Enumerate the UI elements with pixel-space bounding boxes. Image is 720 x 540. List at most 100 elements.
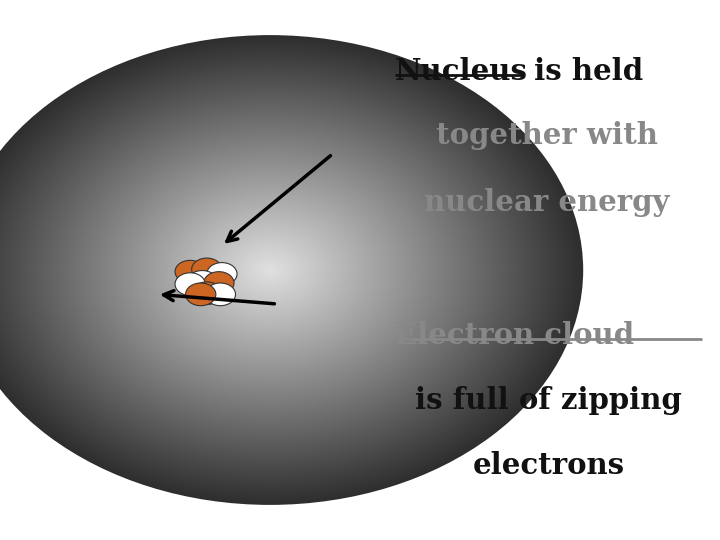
Circle shape: [209, 224, 331, 316]
Circle shape: [21, 83, 519, 457]
Circle shape: [0, 48, 567, 492]
Circle shape: [168, 194, 372, 346]
Circle shape: [67, 118, 473, 422]
Circle shape: [248, 253, 292, 287]
Circle shape: [205, 283, 235, 306]
Circle shape: [16, 79, 524, 461]
Circle shape: [71, 120, 469, 420]
Circle shape: [138, 171, 402, 369]
Circle shape: [47, 103, 493, 437]
Circle shape: [140, 172, 400, 368]
Circle shape: [245, 251, 295, 289]
Circle shape: [60, 113, 480, 427]
Circle shape: [182, 204, 358, 336]
Circle shape: [195, 214, 345, 326]
Circle shape: [120, 157, 420, 383]
Circle shape: [190, 210, 350, 330]
Circle shape: [166, 192, 374, 348]
Circle shape: [8, 73, 532, 467]
Circle shape: [0, 60, 549, 480]
Circle shape: [28, 89, 512, 451]
Circle shape: [94, 138, 446, 402]
Circle shape: [204, 272, 234, 294]
Circle shape: [104, 146, 436, 394]
Circle shape: [191, 211, 349, 329]
Circle shape: [0, 56, 556, 484]
Circle shape: [141, 173, 399, 367]
Circle shape: [219, 232, 321, 308]
Circle shape: [19, 82, 521, 458]
Circle shape: [0, 37, 581, 503]
Circle shape: [0, 62, 547, 478]
Circle shape: [0, 52, 561, 488]
Circle shape: [235, 244, 305, 296]
Circle shape: [0, 40, 576, 500]
Circle shape: [155, 184, 385, 356]
Circle shape: [206, 222, 334, 318]
Circle shape: [221, 233, 319, 307]
Text: is full of zipping: is full of zipping: [415, 386, 682, 415]
Circle shape: [138, 171, 402, 369]
Circle shape: [75, 124, 465, 416]
Circle shape: [99, 141, 441, 399]
Circle shape: [0, 35, 583, 505]
Circle shape: [0, 46, 568, 494]
Circle shape: [0, 53, 559, 487]
Circle shape: [80, 127, 460, 413]
Circle shape: [0, 64, 544, 476]
Circle shape: [73, 123, 467, 417]
Circle shape: [11, 76, 529, 464]
Text: together with: together with: [436, 122, 658, 151]
Circle shape: [0, 39, 578, 501]
Circle shape: [9, 75, 531, 465]
Circle shape: [0, 59, 552, 482]
Circle shape: [36, 94, 504, 445]
Circle shape: [58, 111, 482, 429]
Circle shape: [30, 90, 510, 450]
Circle shape: [0, 65, 543, 475]
Circle shape: [0, 55, 557, 485]
Circle shape: [63, 115, 477, 425]
Circle shape: [0, 43, 573, 497]
Circle shape: [0, 50, 563, 490]
Circle shape: [192, 258, 222, 281]
Circle shape: [50, 106, 490, 434]
Circle shape: [114, 152, 426, 388]
Circle shape: [204, 220, 336, 320]
Text: Nucleus: Nucleus: [395, 57, 528, 86]
Circle shape: [0, 54, 558, 486]
Circle shape: [143, 175, 397, 365]
Circle shape: [251, 256, 289, 284]
Text: is held: is held: [524, 57, 643, 86]
Circle shape: [107, 148, 433, 392]
Text: Electron cloud: Electron cloud: [395, 321, 634, 350]
Circle shape: [24, 86, 516, 454]
Circle shape: [184, 205, 356, 335]
Circle shape: [0, 66, 542, 474]
Circle shape: [229, 239, 311, 301]
Circle shape: [0, 67, 541, 473]
Circle shape: [253, 258, 287, 282]
Circle shape: [241, 248, 299, 292]
Circle shape: [194, 213, 346, 327]
Circle shape: [161, 188, 379, 352]
Circle shape: [260, 262, 280, 278]
Circle shape: [266, 267, 274, 273]
Circle shape: [55, 109, 485, 431]
Circle shape: [258, 261, 282, 279]
Circle shape: [163, 190, 377, 350]
Circle shape: [258, 261, 282, 279]
Circle shape: [180, 202, 360, 338]
Circle shape: [177, 200, 363, 340]
Circle shape: [189, 209, 351, 331]
Circle shape: [225, 236, 315, 304]
Circle shape: [175, 273, 205, 295]
Circle shape: [126, 162, 414, 378]
Circle shape: [187, 208, 353, 332]
Circle shape: [91, 136, 449, 404]
Circle shape: [94, 138, 446, 402]
Circle shape: [171, 196, 369, 344]
Circle shape: [81, 128, 459, 412]
Circle shape: [0, 59, 551, 481]
Circle shape: [0, 44, 571, 496]
